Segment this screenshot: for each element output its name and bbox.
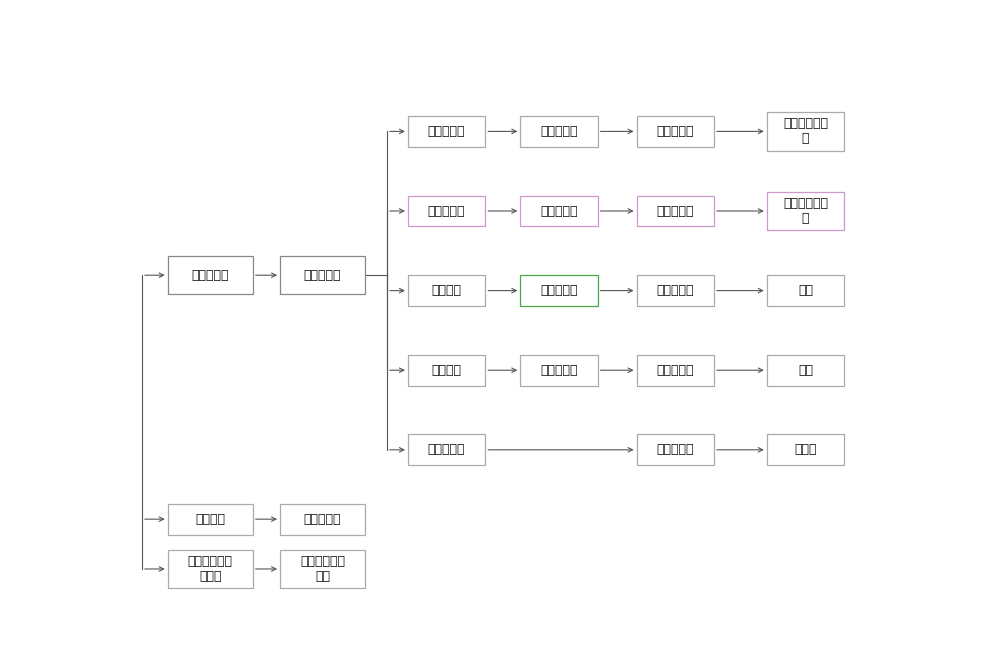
FancyBboxPatch shape [280, 550, 365, 588]
Text: 液位传感器: 液位传感器 [192, 269, 229, 281]
Text: 第三接触器: 第三接触器 [656, 284, 694, 297]
FancyBboxPatch shape [767, 112, 844, 151]
Text: 控制清洗槽盖
的开关: 控制清洗槽盖 的开关 [188, 555, 233, 583]
Text: 气压缸方向电
磁阀: 气压缸方向电 磁阀 [300, 555, 345, 583]
Text: 振板: 振板 [798, 284, 813, 297]
Text: 振棒开关: 振棒开关 [432, 364, 462, 377]
Text: 振棒: 振棒 [798, 364, 813, 377]
FancyBboxPatch shape [520, 195, 598, 226]
FancyBboxPatch shape [767, 275, 844, 306]
FancyBboxPatch shape [280, 256, 365, 294]
FancyBboxPatch shape [408, 355, 485, 386]
Text: 进气电磁阀: 进气电磁阀 [304, 513, 341, 526]
FancyBboxPatch shape [408, 116, 485, 147]
Text: 清洗槽开关: 清洗槽开关 [428, 125, 465, 138]
FancyBboxPatch shape [767, 355, 844, 386]
Text: 第二接触器: 第二接触器 [656, 205, 694, 217]
FancyBboxPatch shape [168, 256, 253, 294]
Text: 循环泵开关: 循环泵开关 [428, 444, 465, 456]
Text: 第一温控仪: 第一温控仪 [540, 125, 578, 138]
Text: 第一计时器: 第一计时器 [540, 284, 578, 297]
FancyBboxPatch shape [637, 195, 714, 226]
FancyBboxPatch shape [637, 116, 714, 147]
FancyBboxPatch shape [168, 550, 253, 588]
FancyBboxPatch shape [637, 434, 714, 466]
FancyBboxPatch shape [520, 355, 598, 386]
FancyBboxPatch shape [767, 434, 844, 466]
FancyBboxPatch shape [168, 504, 253, 534]
FancyBboxPatch shape [520, 116, 598, 147]
Text: 第五接触器: 第五接触器 [656, 444, 694, 456]
Text: 中间继电器: 中间继电器 [304, 269, 341, 281]
Text: 循环泵: 循环泵 [794, 444, 817, 456]
FancyBboxPatch shape [520, 275, 598, 306]
Text: 第四接触器: 第四接触器 [656, 364, 694, 377]
FancyBboxPatch shape [637, 275, 714, 306]
FancyBboxPatch shape [280, 504, 365, 534]
Text: 清洗槽内加热
管: 清洗槽内加热 管 [783, 117, 828, 145]
FancyBboxPatch shape [767, 191, 844, 230]
Text: 储液槽开关: 储液槽开关 [428, 205, 465, 217]
Text: 第二计时器: 第二计时器 [540, 364, 578, 377]
FancyBboxPatch shape [408, 275, 485, 306]
FancyBboxPatch shape [408, 195, 485, 226]
FancyBboxPatch shape [408, 434, 485, 466]
Text: 第一接触器: 第一接触器 [656, 125, 694, 138]
Text: 气源开关: 气源开关 [195, 513, 225, 526]
Text: 第二温控仪: 第二温控仪 [540, 205, 578, 217]
Text: 振板开关: 振板开关 [432, 284, 462, 297]
Text: 储液槽内加热
管: 储液槽内加热 管 [783, 197, 828, 225]
FancyBboxPatch shape [637, 355, 714, 386]
